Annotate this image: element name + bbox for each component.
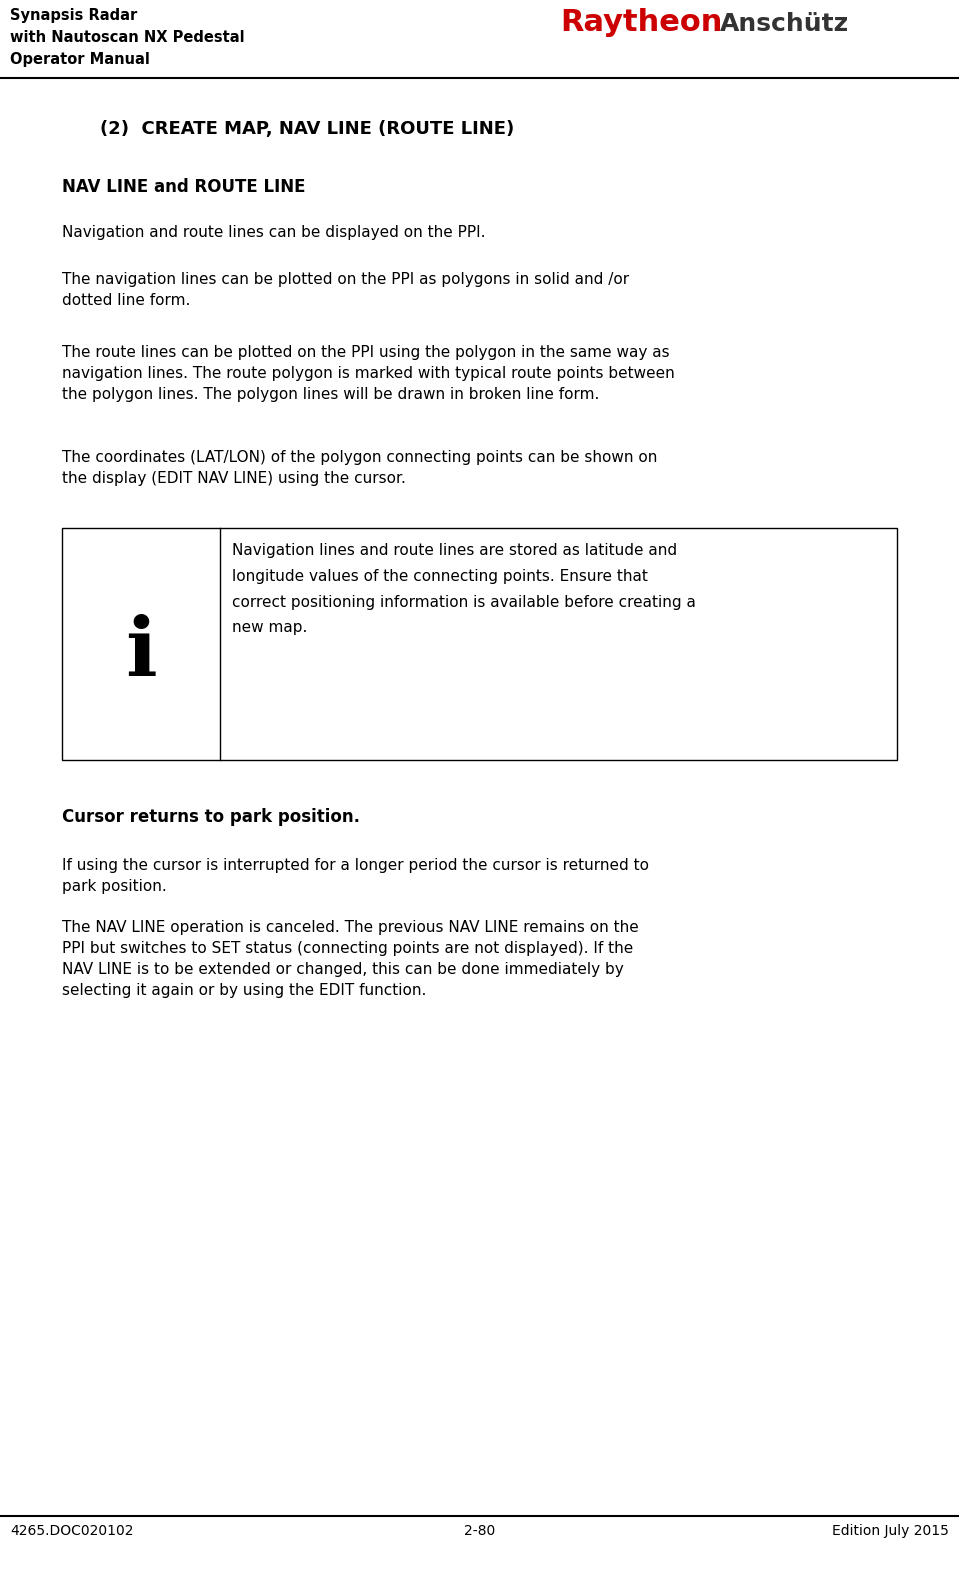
Text: Raytheon: Raytheon xyxy=(560,8,722,37)
Text: (2)  CREATE MAP, NAV LINE (ROUTE LINE): (2) CREATE MAP, NAV LINE (ROUTE LINE) xyxy=(100,119,514,138)
Text: The NAV LINE operation is canceled. The previous NAV LINE remains on the
PPI but: The NAV LINE operation is canceled. The … xyxy=(62,920,639,998)
Text: 4265.DOC020102: 4265.DOC020102 xyxy=(10,1524,133,1538)
Text: Anschütz: Anschütz xyxy=(720,13,850,37)
Text: Cursor returns to park position.: Cursor returns to park position. xyxy=(62,808,360,826)
Text: Edition July 2015: Edition July 2015 xyxy=(832,1524,949,1538)
Text: Navigation and route lines can be displayed on the PPI.: Navigation and route lines can be displa… xyxy=(62,224,485,240)
Text: NAV LINE and ROUTE LINE: NAV LINE and ROUTE LINE xyxy=(62,178,306,196)
Text: Synapsis Radar
with Nautoscan NX Pedestal
Operator Manual: Synapsis Radar with Nautoscan NX Pedesta… xyxy=(10,8,245,67)
Text: If using the cursor is interrupted for a longer period the cursor is returned to: If using the cursor is interrupted for a… xyxy=(62,858,649,894)
Text: i: i xyxy=(125,614,157,694)
Text: The route lines can be plotted on the PPI using the polygon in the same way as
n: The route lines can be plotted on the PP… xyxy=(62,345,675,403)
Text: The navigation lines can be plotted on the PPI as polygons in solid and /or
dott: The navigation lines can be plotted on t… xyxy=(62,272,629,309)
Text: Navigation lines and route lines are stored as latitude and
longitude values of : Navigation lines and route lines are sto… xyxy=(232,543,696,635)
Text: The coordinates (LAT/LON) of the polygon connecting points can be shown on
the d: The coordinates (LAT/LON) of the polygon… xyxy=(62,450,657,485)
Text: 2-80: 2-80 xyxy=(464,1524,495,1538)
Bar xyxy=(62,528,897,760)
